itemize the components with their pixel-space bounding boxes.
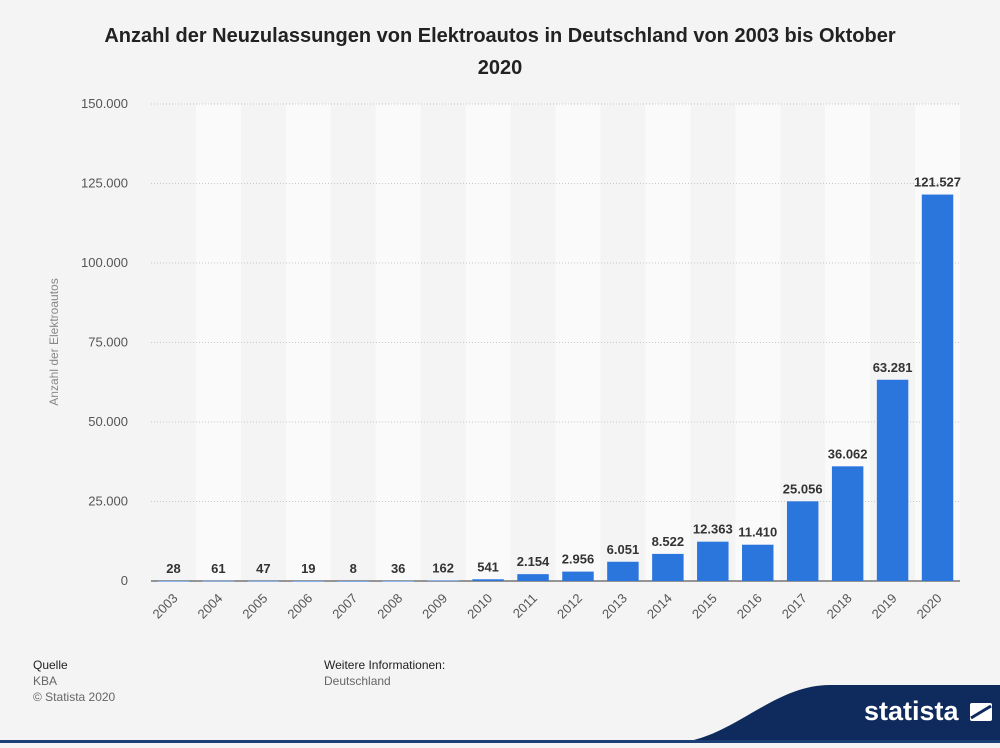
chart-title: Anzahl der Neuzulassungen von Elektroaut… [104,25,896,79]
x-tick-label: 2017 [779,591,810,622]
x-tick-label: 2018 [824,591,855,622]
bar[interactable] [382,580,414,582]
bar[interactable] [202,580,235,582]
statista-logo[interactable]: statista [670,685,1000,743]
bar[interactable] [472,579,504,581]
bar[interactable] [247,580,280,582]
bar[interactable] [742,544,774,581]
bar[interactable] [876,379,909,581]
logo-wordmark: statista [864,696,960,726]
y-tick-label: 0 [121,573,128,588]
x-tick-label: 2014 [644,591,675,622]
bar[interactable] [562,571,594,581]
x-tick-label: 2007 [329,591,360,622]
x-tick-label: 2011 [510,591,540,621]
source-heading: Quelle [33,658,68,672]
info-block: Weitere Informationen: Deutschland [324,657,445,689]
bar[interactable] [427,580,459,582]
bars [157,194,954,582]
value-label: 12.363 [693,522,733,537]
value-labels: 28 61 47 19 8 36 162 541 2.154 2.956 6.051 8.522 12.… [166,175,961,576]
x-tick-label: 2006 [284,591,315,622]
value-label: 8.522 [652,534,685,549]
bar[interactable] [831,466,864,581]
bar-chart: 0 25.000 50.000 75.000 100.000 125.000 150.000… [47,96,961,622]
value-label: 2.956 [562,552,595,567]
value-label: 28 [166,561,180,576]
bar[interactable] [607,561,639,581]
value-label: 8 [350,561,357,576]
x-tick-label: 2013 [599,591,630,622]
column-band [285,104,331,581]
bar[interactable] [292,580,325,582]
logo-background [670,685,1000,743]
y-tick-label: 150.000 [81,96,128,111]
value-label: 541 [477,559,499,574]
y-tick-label: 75.000 [88,335,128,350]
bar[interactable] [517,574,549,581]
bottom-rule [0,740,1000,743]
y-axis-title: Anzahl der Elektroautos [47,278,61,405]
value-label: 11.410 [738,525,777,540]
value-label: 63.281 [873,360,913,375]
y-axis-ticks: 0 25.000 50.000 75.000 100.000 125.000 150.000 [81,96,128,588]
bar[interactable] [157,580,190,582]
y-tick-label: 50.000 [88,414,128,429]
y-tick-label: 125.000 [81,176,128,191]
info-value: Deutschland [324,674,391,688]
x-tick-label: 2015 [689,591,720,622]
grid-lines [151,103,960,582]
source-value: KBA [33,674,58,688]
bar[interactable] [921,194,954,582]
info-heading: Weitere Informationen: [324,658,446,672]
y-tick-label: 100.000 [81,255,128,270]
x-axis-ticks: 2003 2004 2005 2006 2007 2008 2009 2010 2011 2012… [150,591,945,622]
x-tick-label: 2008 [374,591,405,622]
x-tick-label: 2012 [554,591,585,622]
x-tick-label: 2009 [419,591,450,622]
value-label: 47 [256,561,270,576]
y-tick-label: 25.000 [88,494,128,509]
x-tick-label: 2004 [194,591,225,622]
x-tick-label: 2016 [734,591,765,622]
value-label: 121.527 [914,175,961,190]
value-label: 25.056 [783,481,823,496]
column-band [465,104,511,581]
value-label: 162 [432,560,454,575]
value-label: 19 [301,561,315,576]
value-label: 2.154 [517,554,550,569]
x-tick-label: 2019 [869,591,900,622]
logo-icon [970,703,992,721]
bar[interactable] [652,553,684,581]
bar[interactable] [337,580,369,582]
value-label: 6.051 [607,542,640,557]
value-label: 36 [391,561,405,576]
bar[interactable] [697,541,729,581]
x-tick-label: 2005 [239,591,270,622]
bar[interactable] [786,501,819,581]
x-tick-label: 2010 [464,591,495,622]
column-band [375,104,421,581]
x-tick-label: 2020 [914,591,945,622]
value-label: 36.062 [828,446,868,461]
value-label: 61 [211,561,225,576]
copyright: © Statista 2020 [33,690,116,704]
source-block: Quelle KBA © Statista 2020 [33,657,115,705]
column-band [195,104,241,581]
x-tick-label: 2003 [150,591,181,622]
